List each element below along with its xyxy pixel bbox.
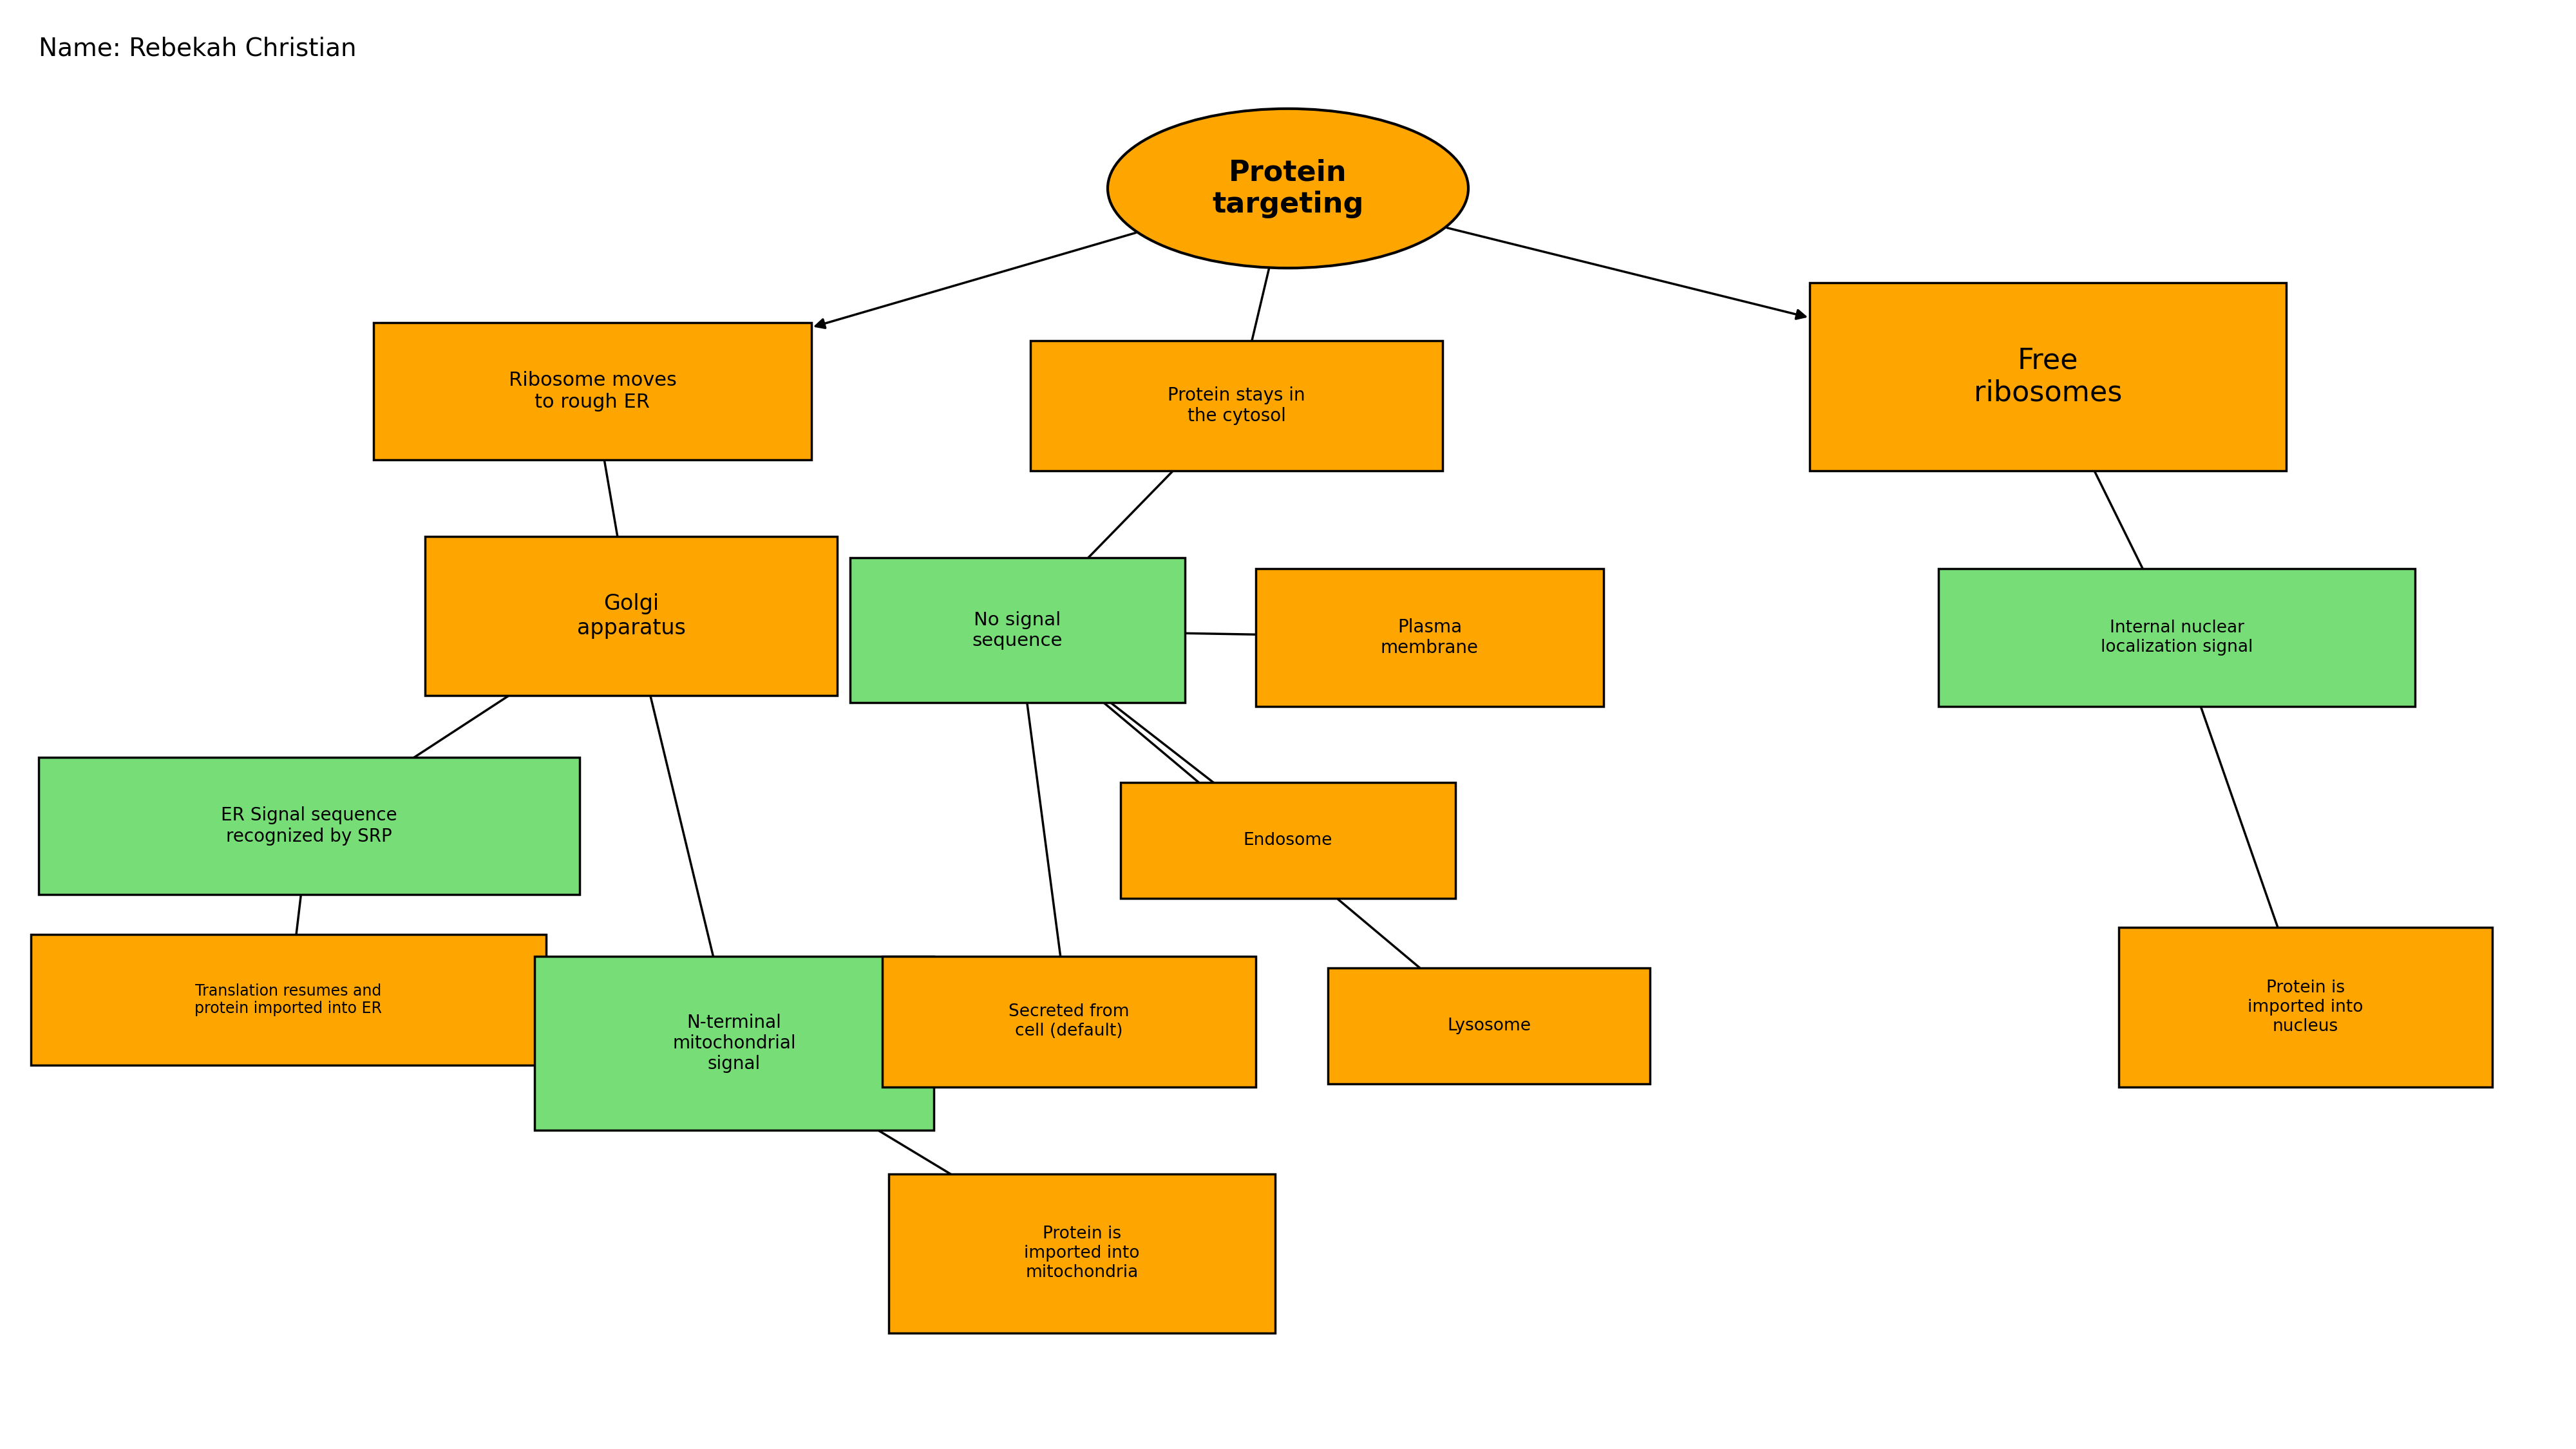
FancyBboxPatch shape — [31, 935, 546, 1065]
Text: Protein stays in
the cytosol: Protein stays in the cytosol — [1167, 387, 1306, 425]
Text: ER Signal sequence
recognized by SRP: ER Signal sequence recognized by SRP — [222, 807, 397, 845]
Text: N-terminal
mitochondrial
signal: N-terminal mitochondrial signal — [672, 1013, 796, 1074]
FancyBboxPatch shape — [889, 1174, 1275, 1333]
FancyBboxPatch shape — [2117, 927, 2494, 1087]
FancyBboxPatch shape — [39, 756, 580, 894]
Text: Protein is
imported into
nucleus: Protein is imported into nucleus — [2249, 980, 2362, 1035]
Text: Golgi
apparatus: Golgi apparatus — [577, 593, 685, 639]
FancyBboxPatch shape — [1329, 968, 1649, 1084]
Text: Endosome: Endosome — [1244, 832, 1332, 849]
Text: Protein is
imported into
mitochondria: Protein is imported into mitochondria — [1025, 1226, 1139, 1281]
Text: Ribosome moves
to rough ER: Ribosome moves to rough ER — [507, 371, 677, 412]
FancyBboxPatch shape — [1121, 782, 1455, 898]
FancyBboxPatch shape — [1257, 568, 1602, 706]
Text: Translation resumes and
protein imported into ER: Translation resumes and protein imported… — [196, 982, 381, 1017]
FancyBboxPatch shape — [850, 558, 1185, 703]
Text: Protein
targeting: Protein targeting — [1213, 158, 1363, 219]
FancyBboxPatch shape — [374, 322, 811, 461]
FancyBboxPatch shape — [1808, 283, 2287, 471]
Text: Free
ribosomes: Free ribosomes — [1973, 346, 2123, 407]
Text: Plasma
membrane: Plasma membrane — [1381, 619, 1479, 656]
Ellipse shape — [1108, 109, 1468, 268]
Text: Secreted from
cell (default): Secreted from cell (default) — [1010, 1004, 1128, 1039]
FancyBboxPatch shape — [425, 536, 837, 696]
Text: Internal nuclear
localization signal: Internal nuclear localization signal — [2099, 620, 2254, 655]
Text: Lysosome: Lysosome — [1448, 1017, 1530, 1035]
Text: No signal
sequence: No signal sequence — [971, 611, 1064, 649]
Text: Name: Rebekah Christian: Name: Rebekah Christian — [39, 36, 355, 61]
FancyBboxPatch shape — [1030, 341, 1443, 471]
FancyBboxPatch shape — [881, 956, 1255, 1087]
FancyBboxPatch shape — [533, 956, 933, 1130]
FancyBboxPatch shape — [1940, 568, 2416, 706]
